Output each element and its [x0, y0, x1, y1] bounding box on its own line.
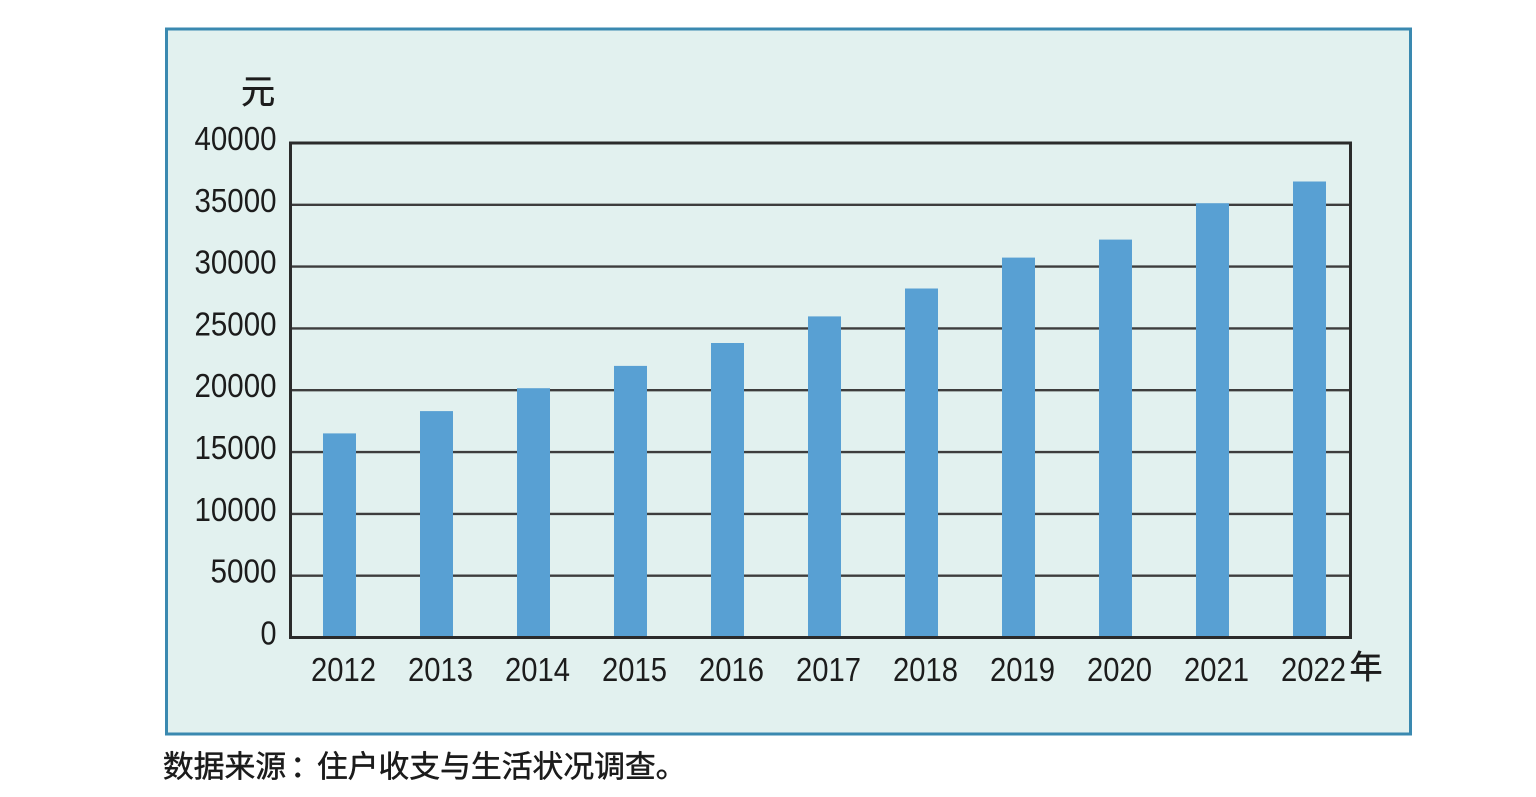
- svg-text:30000: 30000: [195, 244, 277, 281]
- svg-text:2014: 2014: [505, 651, 570, 688]
- svg-text:2019: 2019: [990, 651, 1055, 688]
- svg-text:2022: 2022: [1281, 651, 1346, 688]
- svg-text:2016: 2016: [699, 651, 764, 688]
- svg-text:2017: 2017: [796, 651, 861, 688]
- svg-text:2013: 2013: [408, 651, 473, 688]
- svg-text:40000: 40000: [195, 120, 277, 157]
- svg-text:2018: 2018: [893, 651, 958, 688]
- svg-text:35000: 35000: [195, 182, 277, 219]
- svg-text:10000: 10000: [195, 491, 277, 528]
- svg-text:20000: 20000: [195, 367, 277, 404]
- svg-text:25000: 25000: [195, 305, 277, 342]
- svg-text:15000: 15000: [195, 429, 277, 466]
- svg-text:5000: 5000: [211, 553, 277, 590]
- svg-text:2012: 2012: [311, 651, 376, 688]
- svg-text:2015: 2015: [602, 651, 667, 688]
- svg-text:0: 0: [261, 615, 277, 652]
- svg-text:2020: 2020: [1087, 651, 1152, 688]
- svg-text:2021: 2021: [1184, 651, 1249, 688]
